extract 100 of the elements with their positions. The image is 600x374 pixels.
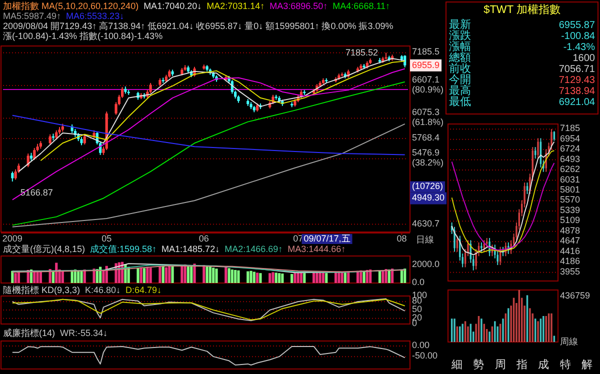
text: 日線 — [416, 234, 434, 244]
text: 09/07/17,五 — [304, 233, 350, 244]
y-tick-label: 5109 — [560, 216, 580, 226]
text: MA4:6668.11↑ — [332, 1, 390, 11]
series-label: MA3:1444.66↑ — [288, 244, 346, 254]
x-tick-label: 08 — [396, 233, 407, 244]
text: 7056.71 — [558, 64, 595, 75]
text: $TWT 加權指數 — [484, 3, 560, 16]
category-label: 最低 — [449, 96, 471, 108]
category-label: 漲跌 — [449, 30, 471, 42]
y-tick-label: 6954 — [560, 134, 580, 144]
line-series — [12, 114, 406, 156]
bar — [312, 272, 316, 283]
bar — [268, 273, 272, 283]
bar — [250, 270, 252, 283]
bar — [230, 270, 234, 283]
text: 6921.04 — [558, 97, 595, 108]
line-series — [12, 68, 406, 200]
bar — [281, 274, 284, 283]
bar — [80, 270, 83, 283]
annotation: 6955.9 — [412, 60, 440, 70]
text: MA2:7031.14↑ — [206, 1, 265, 11]
x-tick-label: 05 — [102, 233, 112, 244]
text: 7129.43 — [558, 75, 595, 86]
bar — [400, 270, 404, 283]
bar — [168, 266, 171, 283]
bar — [246, 271, 250, 283]
bar — [102, 270, 105, 283]
y-tick-label: -50.00 — [412, 350, 438, 361]
category-label: 最高 — [449, 84, 471, 97]
category-label: 今開 — [449, 74, 471, 86]
y-tick-label: 6724 — [560, 144, 580, 154]
candlestick — [11, 171, 14, 182]
bar — [171, 266, 174, 283]
bar — [252, 272, 256, 283]
y-tick-label: 4416 — [560, 246, 580, 256]
text: 成 — [538, 358, 550, 371]
bar — [296, 272, 300, 283]
text: 勢 — [473, 358, 484, 371]
text: MA6:5533.23↓ — [66, 11, 124, 21]
text: 7138.94 — [558, 86, 595, 97]
bar — [14, 273, 17, 283]
bar — [278, 273, 281, 283]
bar — [224, 267, 228, 283]
text: -1.43% — [563, 42, 595, 53]
chart-subtitle: 2009/08/04 開7129.43↑ 高7138.94↑ 低6921.04↓ 收6955.87↓ 量0↓ 額15995801↑ 換0.00% 振3.09% 漲(-100.84)-1.43% 指數(-100.84)-1.43% — [3, 21, 394, 41]
bar — [340, 272, 344, 283]
y-tick-label: 50 — [412, 304, 422, 314]
bar — [256, 272, 259, 283]
annotation: 7185.52 — [345, 48, 378, 58]
bar — [193, 264, 196, 283]
text: 指 — [516, 359, 528, 371]
category-label: 漲幅 — [449, 41, 471, 53]
y-tick-label: 5339 — [560, 205, 580, 216]
text: 周 — [494, 359, 506, 371]
bar — [325, 273, 328, 283]
series-label: MA2:1466.69↑ — [224, 244, 283, 254]
text: 6955.87 — [558, 20, 595, 31]
text: 細 — [450, 359, 462, 371]
bar — [61, 270, 64, 283]
text: MA1:7040.20↓ — [144, 1, 202, 11]
y-tick-label: 6607.1 (80.9%) — [412, 74, 444, 95]
series-label: K:46.80↓ — [85, 285, 121, 295]
line-series — [12, 346, 406, 366]
bar — [237, 270, 240, 283]
bar — [39, 272, 42, 283]
text: MA5:5987.49↑ — [3, 11, 62, 21]
bar — [294, 273, 296, 283]
y-tick-label: 4878 — [560, 226, 580, 236]
bar — [272, 272, 274, 283]
bar — [303, 273, 306, 283]
bar — [164, 267, 168, 283]
text: MA3:6896.50↑ — [270, 1, 328, 11]
x-tick-label: 06 — [198, 233, 209, 244]
bar — [274, 272, 278, 283]
chart-title: 加權指數 MA(5,10,20,60,120,240) — [3, 1, 139, 11]
y-tick-label: 6075.3 (61.8%) — [412, 108, 444, 128]
bar — [140, 267, 142, 283]
y-tick-label: 7185.5 — [412, 47, 440, 58]
y-tick-label: 4647 — [560, 236, 580, 246]
candlestick — [83, 134, 86, 146]
y-tick-label: 0.0 — [412, 277, 425, 288]
bar — [322, 272, 325, 283]
y-tick-label: 4630.7 — [412, 218, 440, 229]
series-label: WR:-55.34↓ — [60, 328, 108, 338]
text: 436759 — [560, 290, 590, 300]
bar — [404, 268, 406, 283]
bar — [206, 265, 208, 283]
bar — [11, 270, 14, 283]
bar — [384, 269, 388, 283]
y-tick-label: 5801 — [560, 184, 580, 195]
bar — [149, 268, 152, 283]
text: -100.84 — [561, 31, 595, 42]
text: 周線 — [560, 336, 578, 346]
y-tick-label: 0.00 — [412, 340, 430, 350]
bar — [180, 265, 184, 283]
text: (10726) — [412, 181, 444, 192]
text: 解 — [582, 359, 593, 371]
y-tick-label: 6262 — [560, 164, 580, 174]
text: 1600 — [572, 53, 595, 64]
